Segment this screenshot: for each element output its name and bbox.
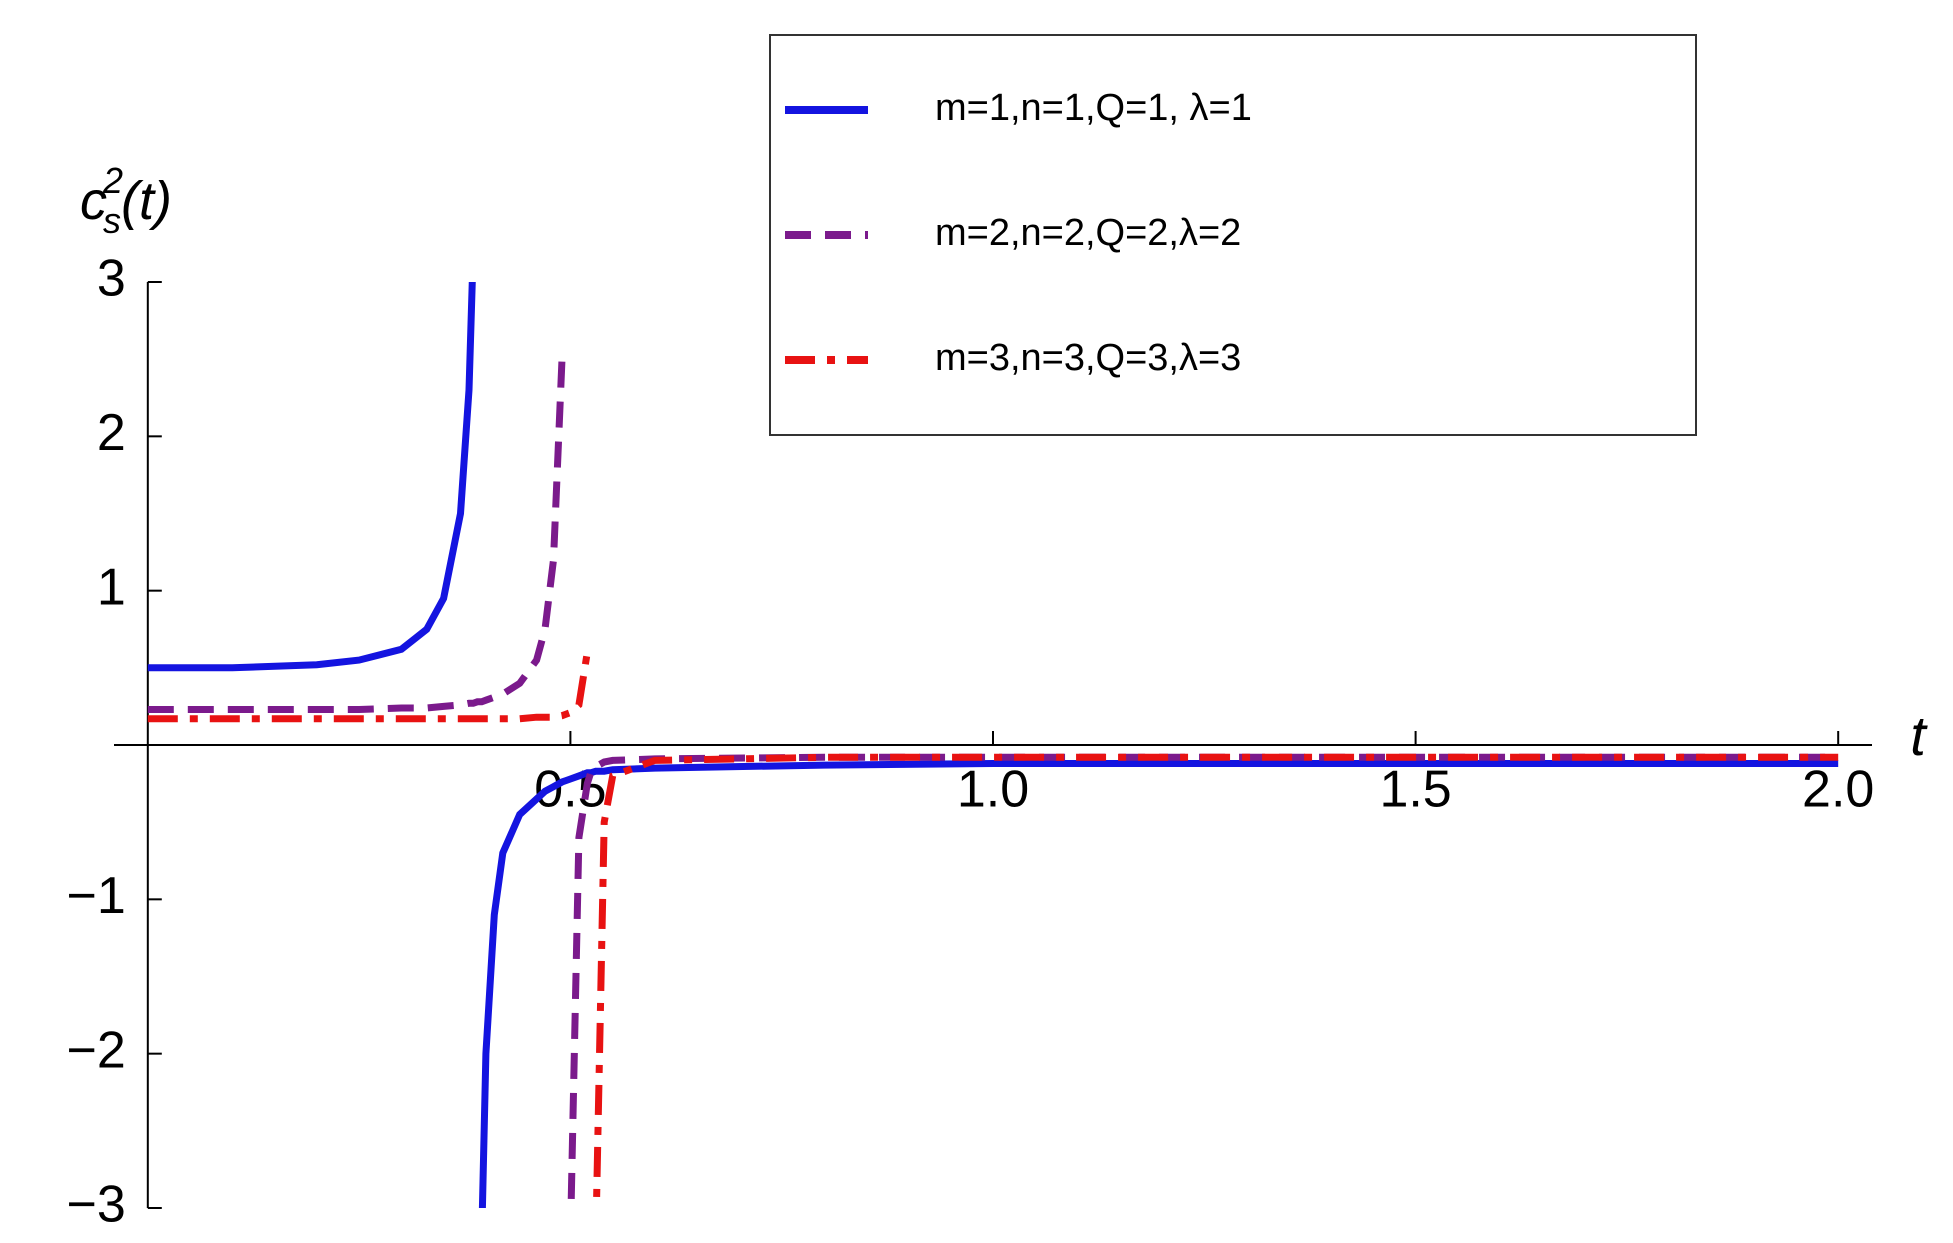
legend-label: m=2,n=2,Q=2,λ=2 [935,212,1241,254]
y-label-sup: 2 [102,160,123,201]
x-tick-label: 1.5 [1379,761,1451,819]
plot-area [147,282,1839,1208]
y-axis-label: c2 s(t) [80,160,172,241]
x-tick-label: 2.0 [1802,761,1874,819]
legend-label: m=1,n=1,Q=1, λ=1 [935,87,1252,129]
legend-label: m=3,n=3,Q=3,λ=3 [935,337,1241,379]
x-axis-label: t [1910,704,1928,767]
y-tick-label: 1 [97,558,126,616]
y-tick-label: 3 [97,250,126,308]
y-tick-label: −2 [67,1021,126,1079]
y-label-sub: s [103,200,121,241]
y-tick-label: −1 [67,867,126,925]
y-label-rest: (t) [121,171,172,231]
series-line [147,651,1839,1208]
legend-box [769,34,1697,436]
series-line [147,282,1839,1208]
y-tick-label: −3 [67,1176,126,1234]
x-tick-label: 1.0 [957,761,1029,819]
y-label-base: c [80,171,107,231]
y-tick-label: 2 [97,404,126,462]
